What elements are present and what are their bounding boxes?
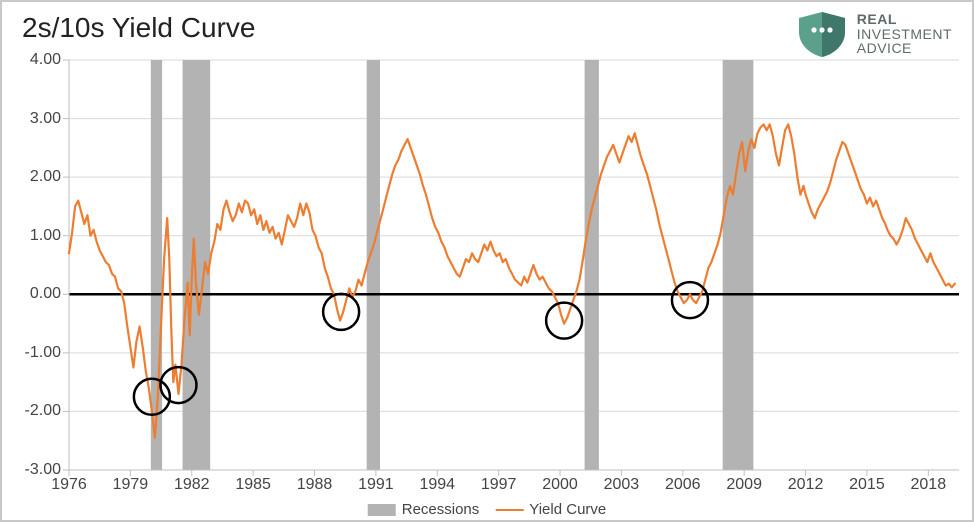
x-tick-label: 1988: [297, 476, 333, 494]
x-tick-label: 2018: [911, 476, 947, 494]
brand-line3: ADVICE: [857, 41, 952, 56]
brand-text: REAL INVESTMENT ADVICE: [857, 12, 952, 56]
legend-recession-swatch: [368, 504, 396, 516]
brand-logo: REAL INVESTMENT ADVICE: [795, 10, 952, 58]
brand-line2: INVESTMENT: [857, 27, 952, 42]
x-tick-label: 2003: [604, 476, 640, 494]
x-tick-label: 1997: [481, 476, 517, 494]
chart-frame: 2s/10s Yield Curve REAL INVESTMENT ADVIC…: [0, 0, 974, 522]
x-tick-label: 1982: [174, 476, 210, 494]
brand-line1: REAL: [857, 12, 952, 27]
x-tick-label: 2012: [788, 476, 824, 494]
plot-area: -3.00-2.00-1.000.001.002.003.004.0019761…: [69, 60, 959, 470]
x-tick-label: 2006: [665, 476, 701, 494]
y-tick-label: -2.00: [25, 402, 61, 420]
x-tick-label: 2009: [726, 476, 762, 494]
x-tick-label: 1994: [419, 476, 455, 494]
y-tick-label: 0.00: [30, 285, 61, 303]
y-tick-label: 4.00: [30, 51, 61, 69]
x-tick-label: 2015: [849, 476, 885, 494]
y-tick-label: 3.00: [30, 110, 61, 128]
x-tick-label: 1991: [358, 476, 394, 494]
plot-svg: [69, 60, 959, 470]
legend-line-label: Yield Curve: [529, 501, 606, 518]
chart-title: 2s/10s Yield Curve: [22, 12, 255, 44]
y-tick-label: -1.00: [25, 344, 61, 362]
x-tick-label: 2000: [542, 476, 578, 494]
legend-line-swatch: [495, 509, 523, 511]
legend: Recessions Yield Curve: [368, 501, 607, 518]
y-tick-label: 1.00: [30, 227, 61, 245]
y-tick-label: 2.00: [30, 168, 61, 186]
x-tick-label: 1976: [51, 476, 87, 494]
shield-icon: [795, 10, 849, 58]
x-tick-label: 1979: [113, 476, 149, 494]
legend-recession-label: Recessions: [402, 501, 480, 518]
x-tick-label: 1985: [235, 476, 271, 494]
